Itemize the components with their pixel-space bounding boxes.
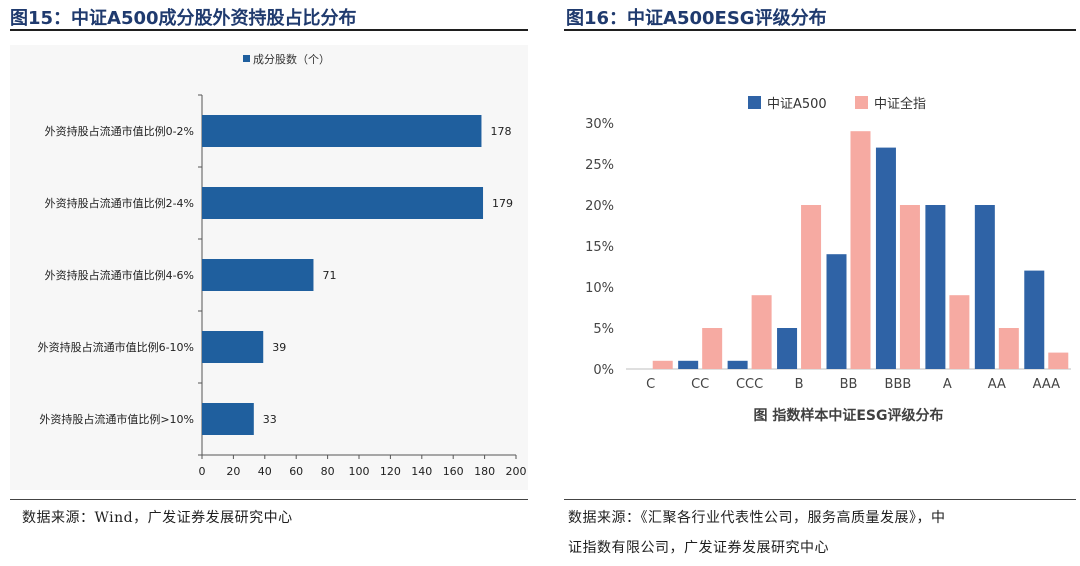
left-bar-chart: 成分股数（个） 178 外资持股占流通市值比例0-2% 179 外资持股占流通市值比例2… xyxy=(38,53,527,478)
legend-label: 中证全指 xyxy=(874,96,926,112)
bar xyxy=(1048,352,1069,369)
category-label: 外资持股占流通市值比例2-4% xyxy=(45,196,194,210)
y-tick-label: 10% xyxy=(585,281,614,296)
bar xyxy=(974,205,995,369)
legend-swatch xyxy=(855,96,868,109)
bar xyxy=(202,187,484,219)
category-label: 外资持股占流通市值比例0-2% xyxy=(45,124,194,138)
y-tick-label: 5% xyxy=(593,322,614,337)
right-figure-title: 图16：中证A500ESG评级分布 xyxy=(566,8,827,29)
right-title-rule xyxy=(564,29,1076,31)
y-tick-label: 25% xyxy=(585,158,614,173)
bar xyxy=(652,360,673,369)
legend-label: 成分股数（个） xyxy=(253,53,330,66)
x-tick-label: 100 xyxy=(349,465,370,478)
x-tick-label: 60 xyxy=(289,465,303,478)
x-tick-label: B xyxy=(795,377,804,392)
x-tick-label: AA xyxy=(988,377,1006,392)
bar xyxy=(949,295,970,369)
right-source-rule xyxy=(564,499,1076,500)
bar xyxy=(850,131,871,369)
right-source-line-1: 数据来源：《汇聚各行业代表性公司，服务高质量发展》，中 xyxy=(568,510,946,526)
x-tick-label: BBB xyxy=(885,377,912,392)
data-label: 39 xyxy=(272,341,286,354)
x-tick-label: 140 xyxy=(411,465,432,478)
bar xyxy=(202,331,264,363)
data-label: 71 xyxy=(322,269,336,282)
y-tick-label: 20% xyxy=(585,199,614,214)
y-tick-label: 30% xyxy=(585,117,614,132)
legend-swatch xyxy=(243,55,250,62)
bar xyxy=(678,360,699,369)
bar xyxy=(998,328,1019,369)
chart-caption: 图 指数样本中证ESG评级分布 xyxy=(753,407,943,424)
bar xyxy=(801,205,822,369)
right-source-line-2: 证指数有限公司，广发证券发展研究中心 xyxy=(568,540,829,556)
x-tick-label: CC xyxy=(691,377,709,392)
left-figure: 图15：中证A500成分股外资持股占比分布 成分股数（个） 178 外资持股占流通市… xyxy=(0,0,530,566)
category-label: 外资持股占流通市值比例4-6% xyxy=(45,268,194,282)
left-source-rule xyxy=(10,499,528,500)
bar xyxy=(899,205,920,369)
bar xyxy=(702,328,723,369)
bar xyxy=(727,360,748,369)
x-tick-label: AAA xyxy=(1033,377,1061,392)
left-figure-title: 图15：中证A500成分股外资持股占比分布 xyxy=(10,8,357,29)
x-tick-label: 200 xyxy=(506,465,527,478)
data-label: 179 xyxy=(492,197,513,210)
left-title-rule xyxy=(10,29,528,31)
bar xyxy=(202,403,254,435)
x-tick-label: A xyxy=(943,377,952,392)
bar xyxy=(1024,270,1045,369)
x-tick-label: 20 xyxy=(226,465,240,478)
left-source: 数据来源：Wind，广发证券发展研究中心 xyxy=(22,510,293,526)
legend-label: 中证A500 xyxy=(767,97,827,112)
x-tick-label: 80 xyxy=(321,465,335,478)
bar xyxy=(777,328,798,369)
legend-swatch xyxy=(748,96,761,109)
x-tick-label: 160 xyxy=(443,465,464,478)
right-figure: 图16：中证A500ESG评级分布 中证A500 中证全指 0% 5% 10% 15% 20… xyxy=(556,0,1080,566)
bar xyxy=(751,295,772,369)
bar xyxy=(925,205,946,369)
bar xyxy=(202,259,314,291)
category-label: 外资持股占流通市值比例>10% xyxy=(39,412,194,426)
x-tick-label: 180 xyxy=(474,465,495,478)
x-tick-label: 0 xyxy=(199,465,206,478)
x-tick-label: BB xyxy=(840,377,858,392)
bar xyxy=(826,254,847,369)
y-tick-label: 15% xyxy=(585,240,614,255)
x-tick-label: 120 xyxy=(380,465,401,478)
y-tick-label: 0% xyxy=(593,363,614,378)
x-tick-label: CCC xyxy=(736,377,763,392)
bar xyxy=(202,115,482,147)
data-label: 178 xyxy=(490,125,511,138)
category-label: 外资持股占流通市值比例6-10% xyxy=(38,340,194,354)
x-tick-label: 40 xyxy=(258,465,272,478)
x-tick-label: C xyxy=(646,377,655,392)
bar xyxy=(875,147,896,369)
data-label: 33 xyxy=(263,413,277,426)
